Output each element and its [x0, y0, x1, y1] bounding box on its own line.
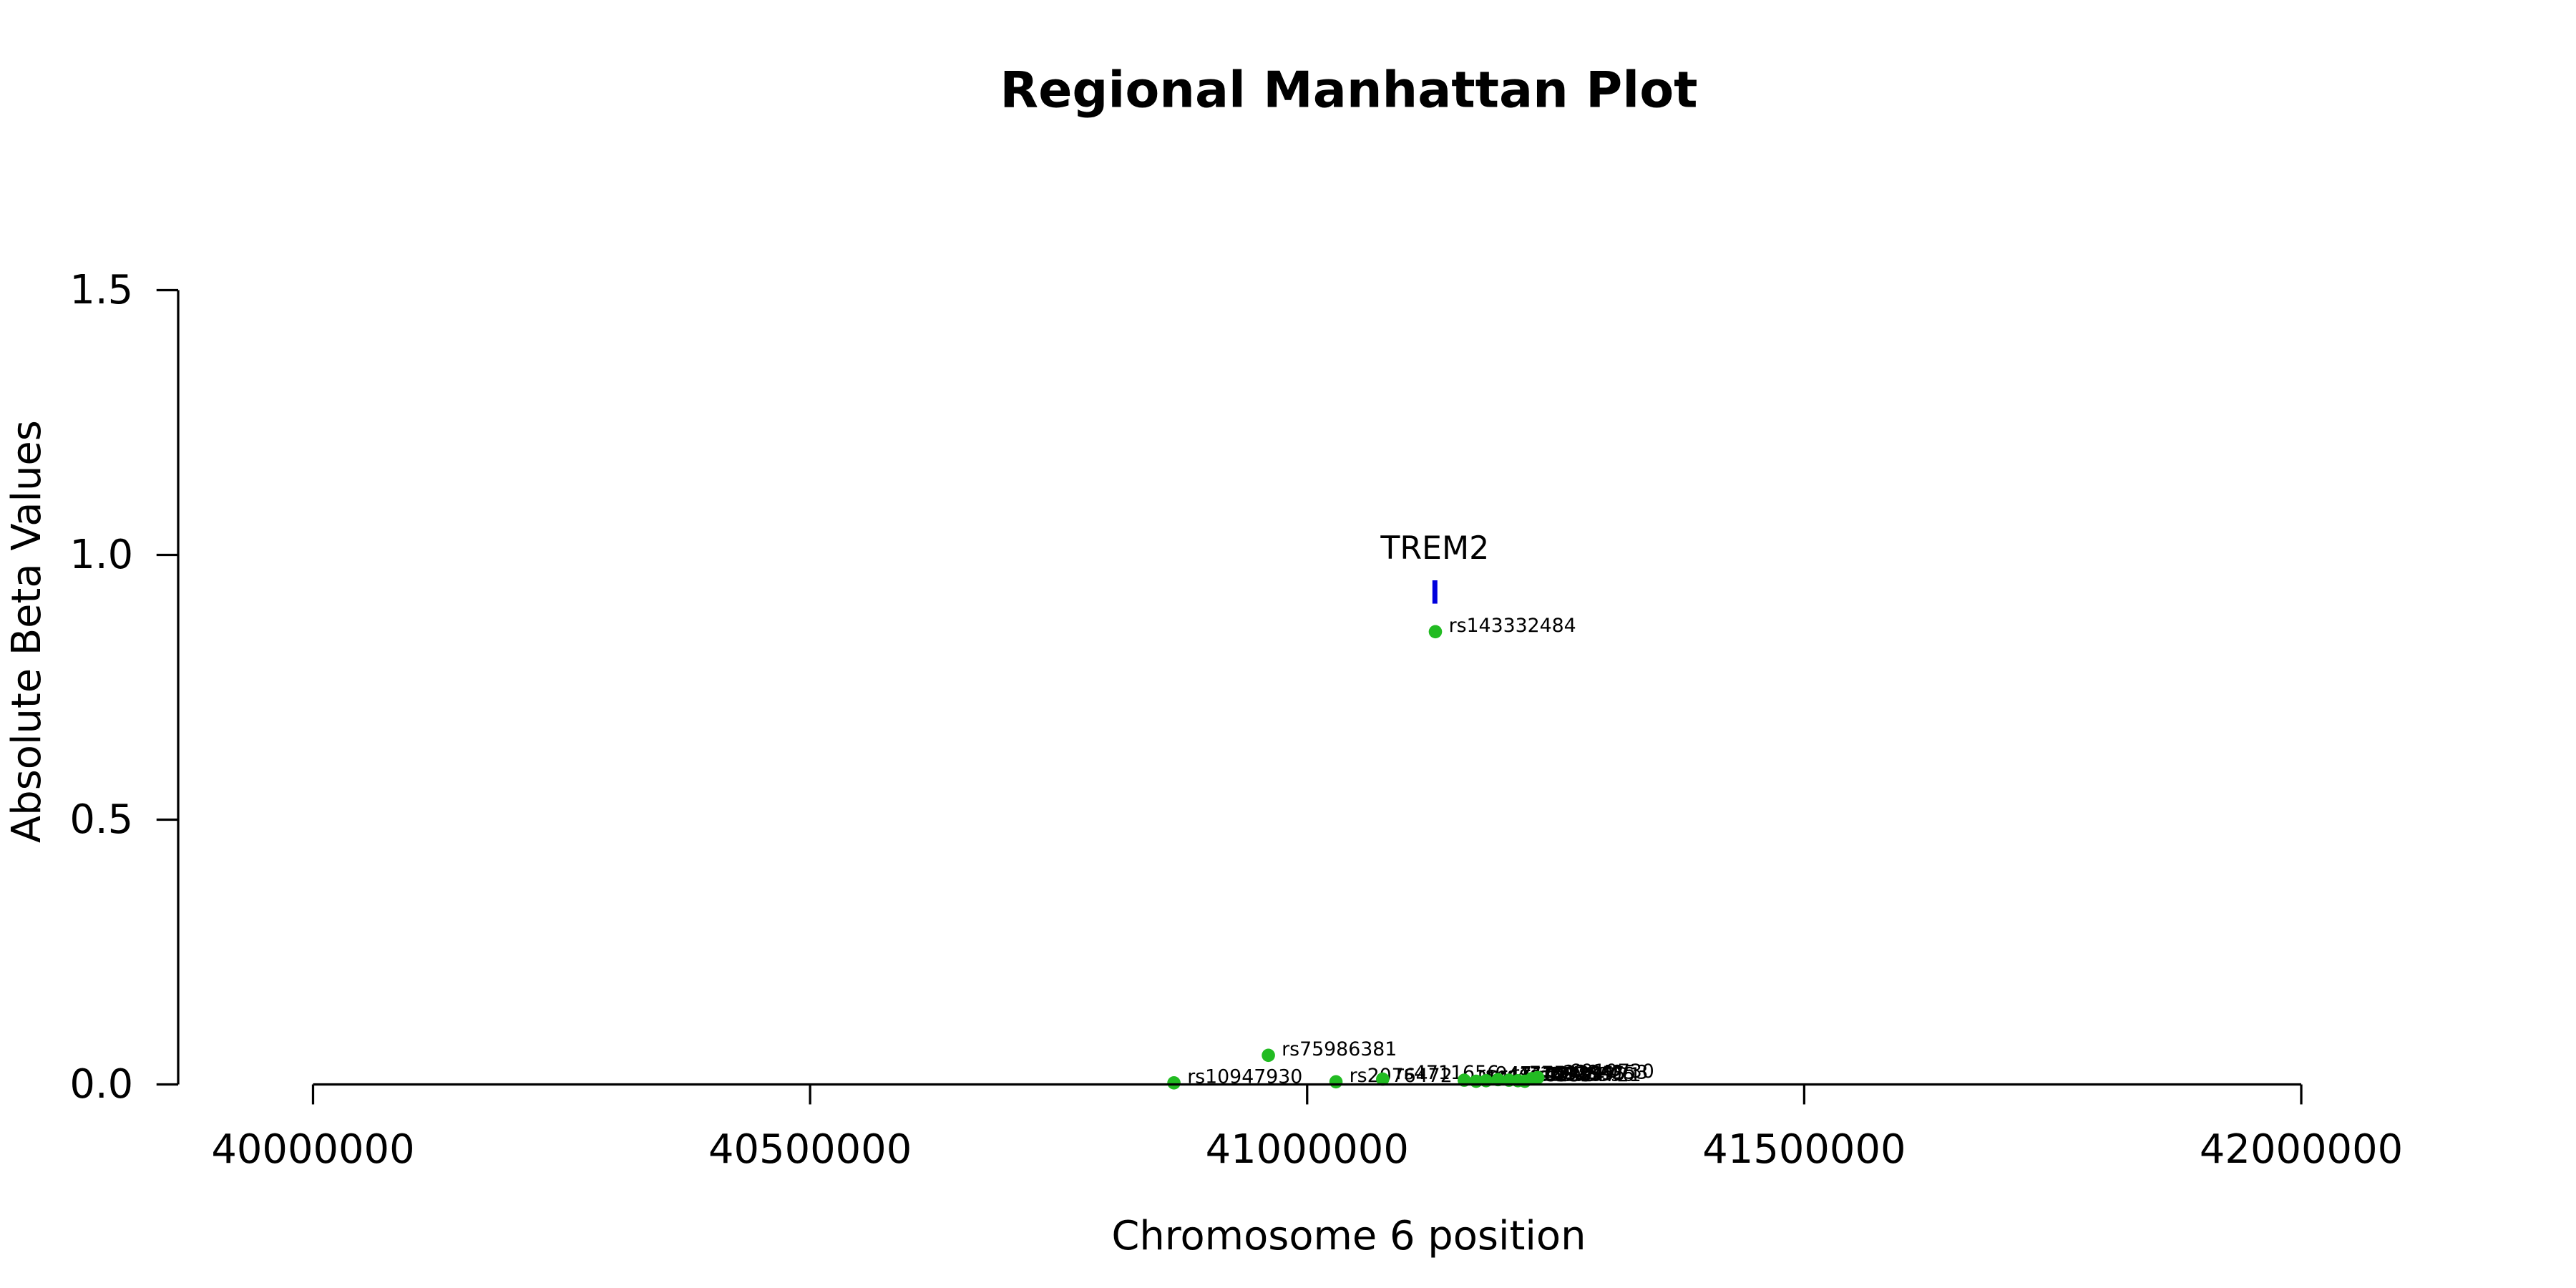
snp-label: rs143332484	[1449, 615, 1576, 637]
snp-label: rs6910730	[1551, 1060, 1654, 1083]
x-tick-label: 41500000	[1702, 1126, 1906, 1173]
x-tick-label: 42000000	[2200, 1126, 2403, 1173]
snp-point	[1428, 625, 1443, 639]
x-axis-ticks: 40000000 40500000 41000000 41500000 42000000	[211, 1084, 2403, 1173]
x-tick-label: 41000000	[1206, 1126, 1409, 1173]
y-tick-label: 1.5	[69, 267, 133, 313]
snp-label: rs2093396	[1531, 1063, 1634, 1085]
snp-point	[1262, 1048, 1275, 1063]
snp-point	[1167, 1075, 1181, 1090]
snp-label: rs2076472	[1350, 1065, 1453, 1087]
y-tick-label: 0.0	[69, 1061, 133, 1108]
snp-point	[1491, 1073, 1505, 1087]
x-axis-label: Chromosome 6 position	[1111, 1213, 1586, 1259]
snp-point	[1329, 1075, 1343, 1089]
y-tick-label: 1.0	[69, 532, 133, 578]
chart-title: Regional Manhattan Plot	[1000, 62, 1697, 119]
y-tick-label: 0.5	[69, 796, 133, 843]
y-axis-label: Absolute Beta Values	[4, 420, 50, 843]
snp-label: rs2234253	[1545, 1061, 1648, 1083]
x-tick-label: 40000000	[211, 1126, 414, 1173]
gene-bar	[1432, 580, 1438, 604]
y-axis-ticks: 0.0 0.5 1.0 1.5	[69, 267, 178, 1108]
snp-point	[1376, 1072, 1390, 1086]
x-tick-label: 40500000	[708, 1126, 912, 1173]
gene-label: TREM2	[1380, 530, 1489, 567]
snp-point	[1531, 1070, 1545, 1085]
snp-label: rs75986381	[1282, 1038, 1397, 1060]
snp-label: rs9394721	[1538, 1064, 1641, 1086]
